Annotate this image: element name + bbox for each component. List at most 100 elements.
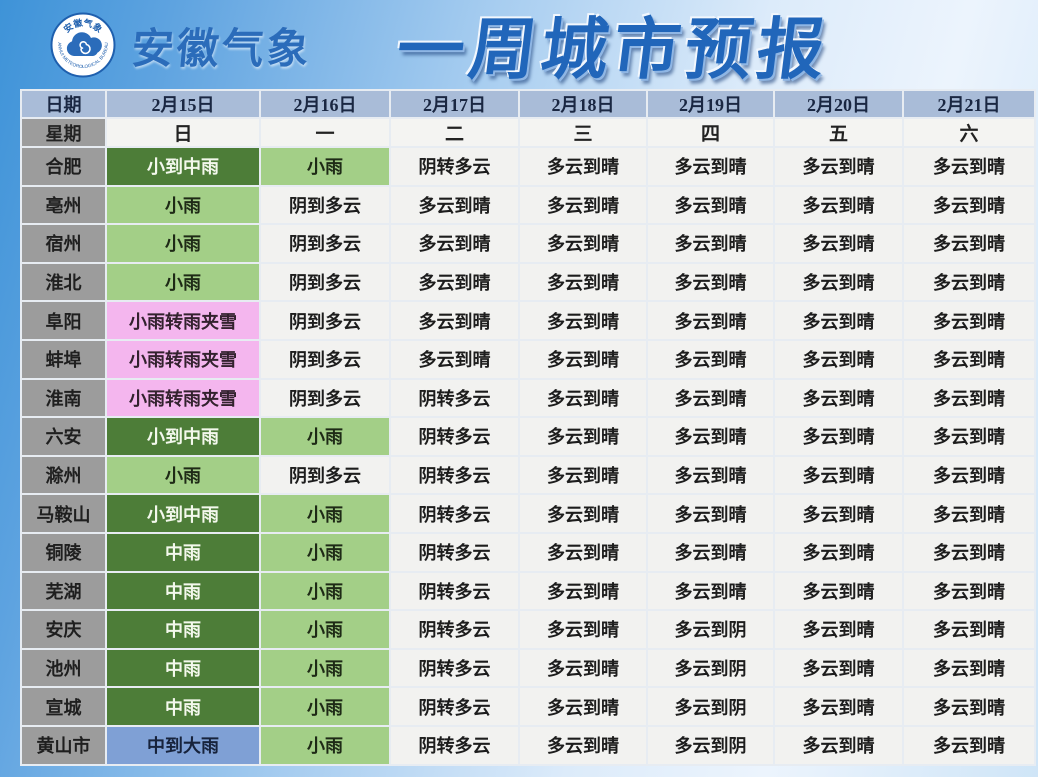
date-header-row: 日期 2月15日 2月16日 2月17日 2月18日 2月19日 2月20日 2… (20, 89, 1036, 119)
forecast-cell: 多云到晴 (773, 454, 904, 496)
date-header: 2月16日 (259, 89, 391, 119)
forecast-cell: 多云到晴 (773, 570, 904, 612)
city-name: 滁州 (20, 454, 107, 496)
forecast-cell: 阴转多云 (389, 724, 520, 766)
brand-block: 安徽气象 ANHUI METEOROLOGICAL BUREAU 安徽气象 (50, 12, 314, 78)
date-header: 2月20日 (773, 89, 904, 119)
forecast-cell: 多云到晴 (773, 377, 904, 419)
forecast-cell: 小雨转雨夹雪 (105, 338, 261, 380)
city-forecast-row: 滁州 小雨 阴到多云 阴转多云 多云到晴 多云到晴 多云到晴 多云到晴 (20, 454, 1036, 496)
forecast-cell: 多云到晴 (773, 531, 904, 573)
forecast-cell: 阴转多云 (389, 531, 520, 573)
forecast-cell: 多云到晴 (902, 223, 1036, 264)
city-forecast-row: 宣城 中雨 小雨 阴转多云 多云到晴 多云到阴 多云到晴 多云到晴 (20, 686, 1036, 727)
weekday-cell: 日 (105, 117, 261, 148)
forecast-cell: 阴转多云 (389, 686, 520, 727)
forecast-cell: 小雨 (259, 724, 391, 766)
forecast-cell: 多云到晴 (646, 184, 775, 226)
forecast-cell: 阴到多云 (259, 223, 391, 264)
forecast-cell: 多云到晴 (773, 493, 904, 534)
forecast-cell: 多云到晴 (518, 300, 648, 341)
city-name: 马鞍山 (20, 493, 107, 534)
city-name: 亳州 (20, 184, 107, 226)
forecast-cell: 多云到阴 (646, 686, 775, 727)
forecast-cell: 多云到晴 (902, 300, 1036, 341)
forecast-cell: 多云到晴 (518, 223, 648, 264)
forecast-cell: 多云到阴 (646, 724, 775, 766)
city-name: 合肥 (20, 146, 107, 187)
forecast-cell: 小雨 (259, 647, 391, 689)
forecast-cell: 阴到多云 (259, 454, 391, 496)
forecast-cell: 阴转多云 (389, 416, 520, 457)
forecast-cell: 中到大雨 (105, 724, 261, 766)
forecast-cell: 多云到晴 (902, 531, 1036, 573)
city-name: 蚌埠 (20, 338, 107, 380)
city-forecast-row: 合肥 小到中雨 小雨 阴转多云 多云到晴 多云到晴 多云到晴 多云到晴 (20, 146, 1036, 187)
city-name: 池州 (20, 647, 107, 689)
forecast-cell: 多云到晴 (518, 724, 648, 766)
forecast-cell: 阴转多云 (389, 570, 520, 612)
weekday-cell: 六 (902, 117, 1036, 148)
forecast-cell: 小到中雨 (105, 493, 261, 534)
forecast-cell: 中雨 (105, 686, 261, 727)
forecast-cell: 小雨 (259, 416, 391, 457)
city-forecast-row: 淮南 小雨转雨夹雪 阴到多云 阴转多云 多云到晴 多云到晴 多云到晴 多云到晴 (20, 377, 1036, 419)
forecast-cell: 阴转多云 (389, 146, 520, 187)
forecast-cell: 多云到晴 (773, 300, 904, 341)
forecast-cell: 多云到晴 (646, 377, 775, 419)
city-name: 安庆 (20, 609, 107, 650)
forecast-cell: 多云到晴 (773, 647, 904, 689)
forecast-cell: 多云到晴 (773, 686, 904, 727)
city-forecast-row: 亳州 小雨 阴到多云 多云到晴 多云到晴 多云到晴 多云到晴 多云到晴 (20, 184, 1036, 226)
forecast-cell: 阴转多云 (389, 493, 520, 534)
forecast-cell: 多云到晴 (518, 146, 648, 187)
forecast-cell: 多云到阴 (646, 647, 775, 689)
weekday-header-row: 星期 日 一 二 三 四 五 六 (20, 117, 1036, 148)
forecast-cell: 多云到晴 (902, 647, 1036, 689)
city-forecast-row: 六安 小到中雨 小雨 阴转多云 多云到晴 多云到晴 多云到晴 多云到晴 (20, 416, 1036, 457)
city-forecast-row: 马鞍山 小到中雨 小雨 阴转多云 多云到晴 多云到晴 多云到晴 多云到晴 (20, 493, 1036, 534)
forecast-cell: 阴到多云 (259, 184, 391, 226)
date-header: 2月19日 (646, 89, 775, 119)
city-forecast-row: 芜湖 中雨 小雨 阴转多云 多云到晴 多云到晴 多云到晴 多云到晴 (20, 570, 1036, 612)
forecast-cell: 小雨 (259, 609, 391, 650)
forecast-cell: 多云到晴 (902, 338, 1036, 380)
forecast-cell: 多云到晴 (773, 724, 904, 766)
city-forecast-row: 池州 中雨 小雨 阴转多云 多云到晴 多云到阴 多云到晴 多云到晴 (20, 647, 1036, 689)
date-header: 2月18日 (518, 89, 648, 119)
forecast-cell: 多云到晴 (646, 531, 775, 573)
forecast-cell: 阴到多云 (259, 377, 391, 419)
forecast-cell: 多云到晴 (773, 261, 904, 303)
forecast-cell: 阴转多云 (389, 377, 520, 419)
forecast-cell: 小雨 (259, 493, 391, 534)
city-name: 宣城 (20, 686, 107, 727)
city-name: 淮南 (20, 377, 107, 419)
forecast-cell: 多云到晴 (389, 261, 520, 303)
forecast-cell: 多云到晴 (902, 261, 1036, 303)
forecast-cell: 多云到晴 (646, 570, 775, 612)
forecast-cell: 多云到晴 (902, 570, 1036, 612)
forecast-cell: 多云到晴 (518, 377, 648, 419)
forecast-cell: 小雨 (259, 146, 391, 187)
city-name: 六安 (20, 416, 107, 457)
forecast-cell: 多云到晴 (773, 609, 904, 650)
forecast-cell: 多云到晴 (773, 416, 904, 457)
forecast-cell: 多云到晴 (389, 338, 520, 380)
forecast-cell: 小到中雨 (105, 416, 261, 457)
forecast-cell: 中雨 (105, 570, 261, 612)
forecast-cell: 多云到晴 (518, 531, 648, 573)
forecast-cell: 多云到晴 (646, 223, 775, 264)
forecast-cell: 小雨 (105, 223, 261, 264)
forecast-tbody: 合肥 小到中雨 小雨 阴转多云 多云到晴 多云到晴 多云到晴 多云到晴 亳州 小… (20, 146, 1036, 766)
forecast-cell: 多云到晴 (389, 300, 520, 341)
forecast-cell: 阴到多云 (259, 338, 391, 380)
forecast-cell: 小到中雨 (105, 146, 261, 187)
forecast-cell: 多云到晴 (646, 416, 775, 457)
forecast-cell: 阴转多云 (389, 609, 520, 650)
date-header: 2月17日 (389, 89, 520, 119)
weekday-cell: 二 (389, 117, 520, 148)
page-header: 安徽气象 ANHUI METEOROLOGICAL BUREAU 安徽气象 一周… (0, 0, 1038, 89)
forecast-cell: 多云到晴 (773, 338, 904, 380)
forecast-cell: 多云到晴 (389, 223, 520, 264)
